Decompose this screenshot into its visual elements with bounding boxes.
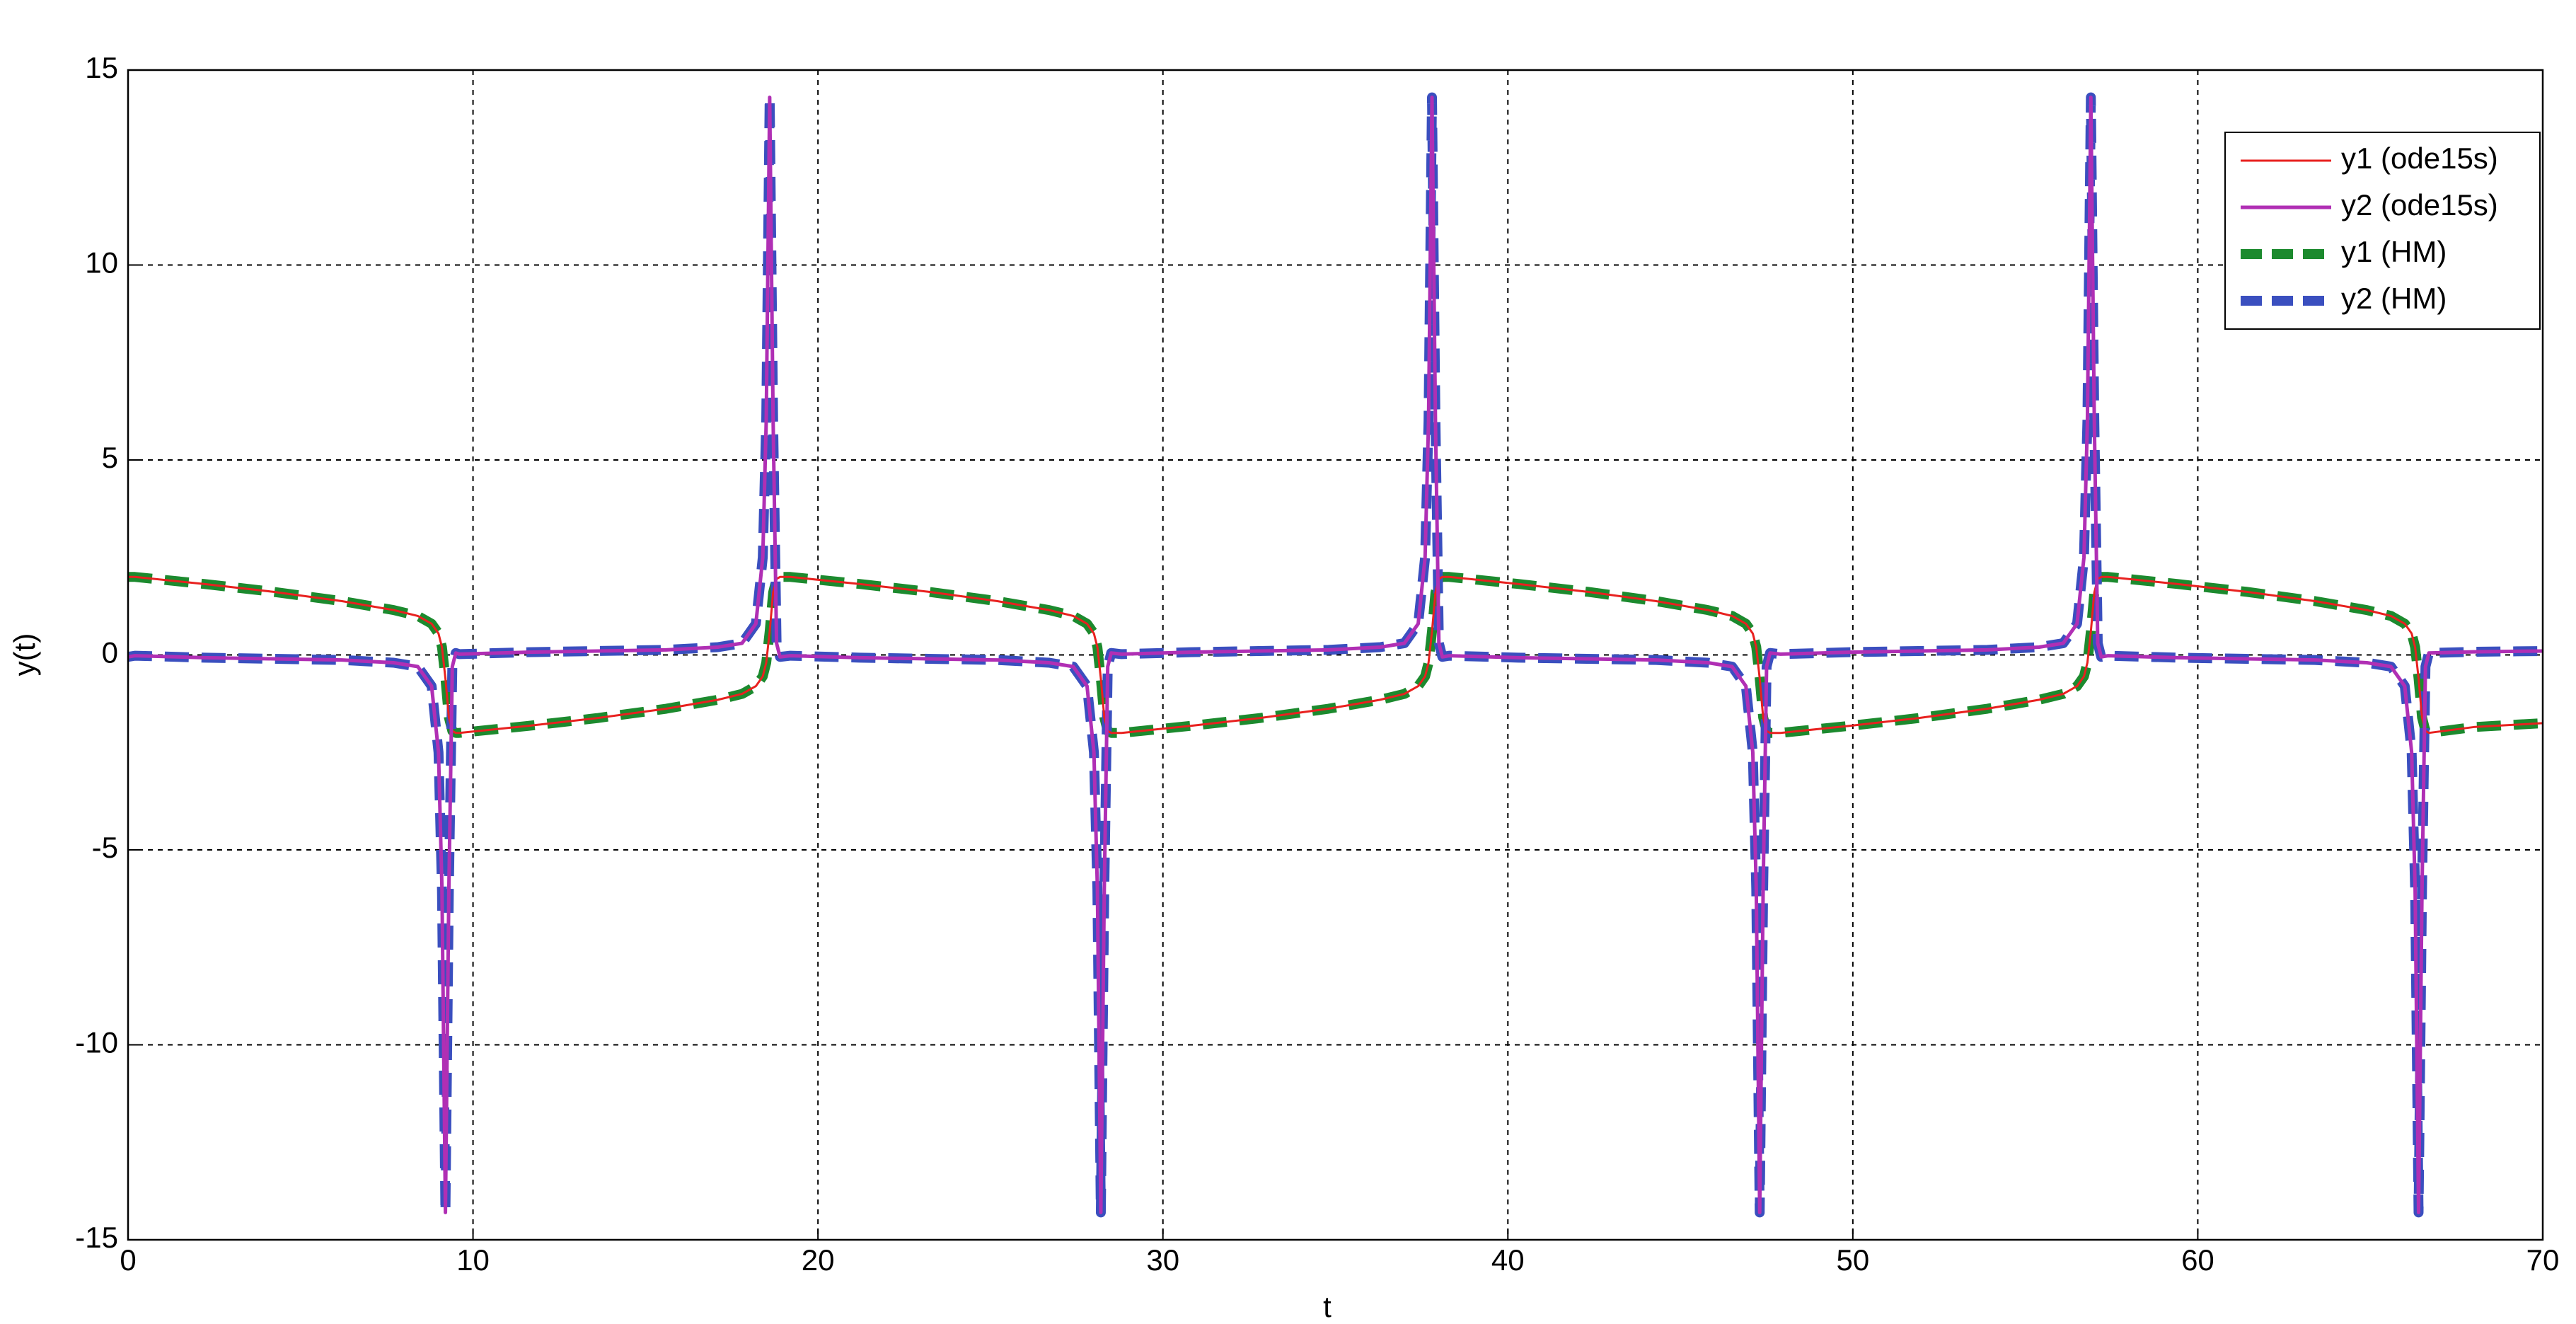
x-tick-label: 20 [802, 1243, 835, 1277]
y-axis-label: y(t) [8, 633, 41, 677]
legend-label: y1 (HM) [2341, 235, 2447, 268]
x-tick-label: 50 [1836, 1243, 1869, 1277]
series-line [128, 96, 2543, 1214]
x-tick-label: 30 [1146, 1243, 1179, 1277]
plot-frame [127, 69, 2544, 1241]
y-tick-label: 15 [85, 51, 118, 84]
x-tick-label: 40 [1491, 1243, 1525, 1277]
legend-label: y2 (HM) [2341, 282, 2447, 315]
y-tick-label: -15 [75, 1221, 118, 1254]
x-tick-label: 0 [120, 1243, 136, 1277]
y-tick-label: -5 [92, 831, 118, 864]
legend-label: y2 (ode15s) [2341, 188, 2498, 221]
x-axis-label: t [1323, 1290, 1332, 1323]
y-tick-label: -10 [75, 1026, 118, 1059]
y-tick-label: 0 [102, 636, 118, 669]
y-tick-label: 10 [85, 246, 118, 280]
legend-label: y1 (ode15s) [2341, 142, 2498, 175]
x-tick-label: 10 [456, 1243, 490, 1277]
series-line [128, 575, 2543, 735]
x-tick-label: 60 [2181, 1243, 2214, 1277]
x-tick-label: 70 [2526, 1243, 2560, 1277]
y-tick-label: 5 [102, 441, 118, 474]
